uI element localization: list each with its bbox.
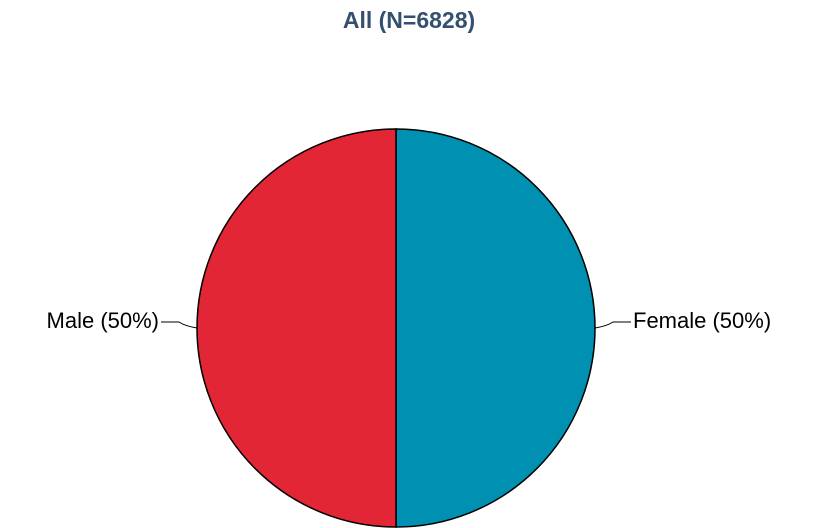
leader-line	[594, 321, 631, 329]
chart-title: All (N=6828)	[343, 7, 475, 33]
leader-line	[161, 321, 198, 329]
slice-label: Female (50%)	[633, 308, 771, 333]
slice-label: Male (50%)	[47, 308, 159, 333]
pie-slice	[196, 128, 397, 528]
pie-slice	[395, 128, 596, 528]
